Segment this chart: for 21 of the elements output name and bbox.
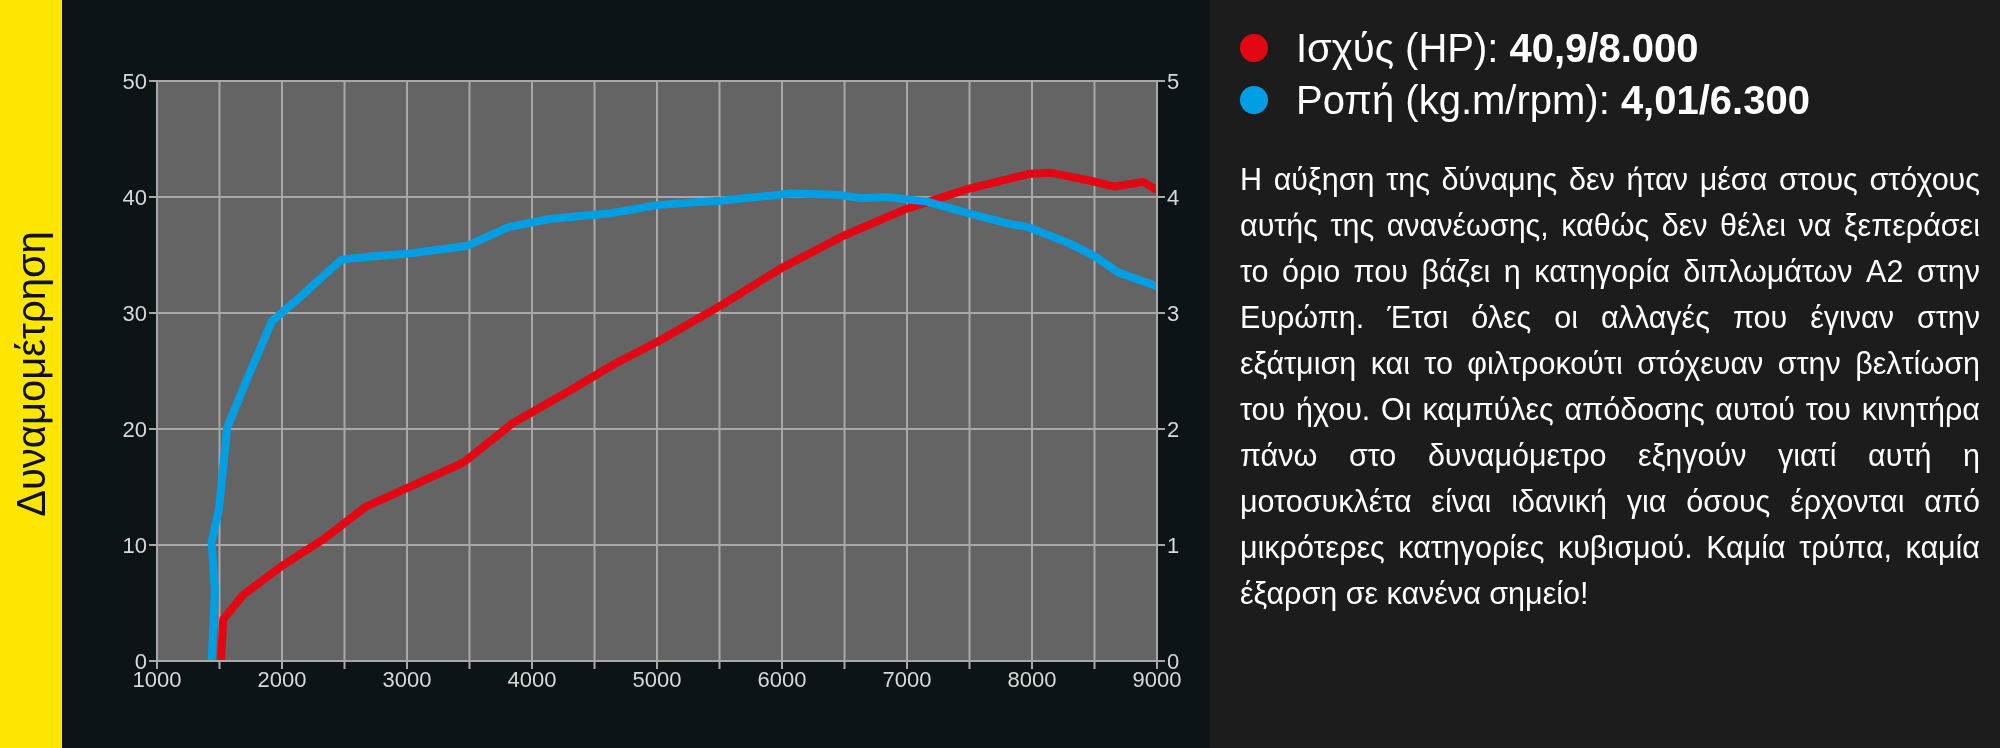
y2-tick-label: 2 (1167, 416, 1180, 442)
x-tick-label: 5000 (632, 666, 682, 692)
y-tick-label: 10 (122, 532, 147, 558)
y2-tick-label: 5 (1167, 68, 1180, 94)
y2-tick-label: 1 (1167, 532, 1180, 558)
x-tick-label: 6000 (757, 666, 807, 692)
x-tick-label: 7000 (882, 666, 932, 692)
y-tick-label: 40 (122, 184, 147, 210)
text: Δυναμομέτρηση (8, 231, 54, 517)
y2-tick-label: 4 (1167, 184, 1180, 210)
x-tick-label: 8000 (1007, 666, 1057, 692)
x-tick-label: 3000 (382, 666, 432, 692)
legend-label: Ισχύς (HP): 40,9/8.000 (1296, 25, 1699, 72)
legend-label: Ροπή (kg.m/rpm): 4,01/6.300 (1296, 77, 1810, 124)
x-tick-label: 2000 (257, 666, 307, 692)
y-tick-label: 30 (122, 300, 147, 326)
text: Η αύξηση της δύναμης δεν ήταν μέσα στους στόχους αυτής της ανανέωσης, καθώς δεν θέλει να ξεπεράσει το όριο που βάζει η κατηγορία διπλωμάτων A2 στην Ευρώπη. Έτσι όλες οι αλλαγές που έγιναν στην εξάτμιση και το φιλτροκούτι στόχευαν στην βελτίωση του ήχου. Οι καμπύλες απόδοσης αυτού του κινητήρα πάνω στο δυναμόμετρο εξηγούν γιατί αυτή η μοτοσυκλέτα είναι ιδανική για όσους έρχονται από μικρότερες κατηγορίες κυβισμού. Καμία τρύπα, καμία έξαρση σε κανένα σημείο! (1240, 162, 1980, 610)
y-tick-label: 20 (122, 416, 147, 442)
y-tick-label: 50 (122, 68, 147, 94)
y2-tick-label: 3 (1167, 300, 1180, 326)
x-tick-label: 4000 (507, 666, 557, 692)
